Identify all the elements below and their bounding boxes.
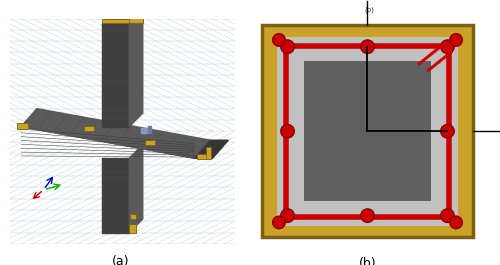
Bar (130, 224, 136, 233)
Bar (102, 19, 130, 23)
Bar (130, 214, 136, 219)
Circle shape (360, 40, 374, 54)
Bar (84, 126, 94, 131)
Polygon shape (102, 10, 143, 23)
Bar (130, 6, 143, 23)
Circle shape (281, 209, 294, 222)
Circle shape (360, 209, 374, 222)
Text: (b): (b) (358, 257, 376, 265)
Polygon shape (130, 145, 143, 233)
Polygon shape (194, 140, 228, 158)
Bar (304, 61, 430, 201)
Circle shape (281, 40, 294, 54)
Bar (140, 128, 148, 133)
Text: (b): (b) (365, 6, 374, 13)
Circle shape (440, 40, 454, 54)
Circle shape (440, 125, 454, 138)
Circle shape (272, 216, 285, 229)
Bar (197, 154, 207, 159)
Polygon shape (102, 23, 130, 127)
Circle shape (272, 34, 285, 46)
Bar (16, 123, 28, 129)
Polygon shape (21, 127, 212, 158)
Circle shape (281, 125, 294, 138)
Bar (145, 140, 155, 145)
Circle shape (450, 216, 462, 229)
Circle shape (440, 209, 454, 222)
Bar (148, 126, 151, 133)
Text: (a): (a) (112, 255, 129, 265)
Polygon shape (102, 158, 130, 233)
Bar (206, 147, 211, 159)
Bar (278, 37, 458, 226)
Circle shape (450, 34, 462, 46)
Bar (286, 46, 448, 217)
Polygon shape (130, 10, 143, 127)
Polygon shape (21, 109, 210, 158)
